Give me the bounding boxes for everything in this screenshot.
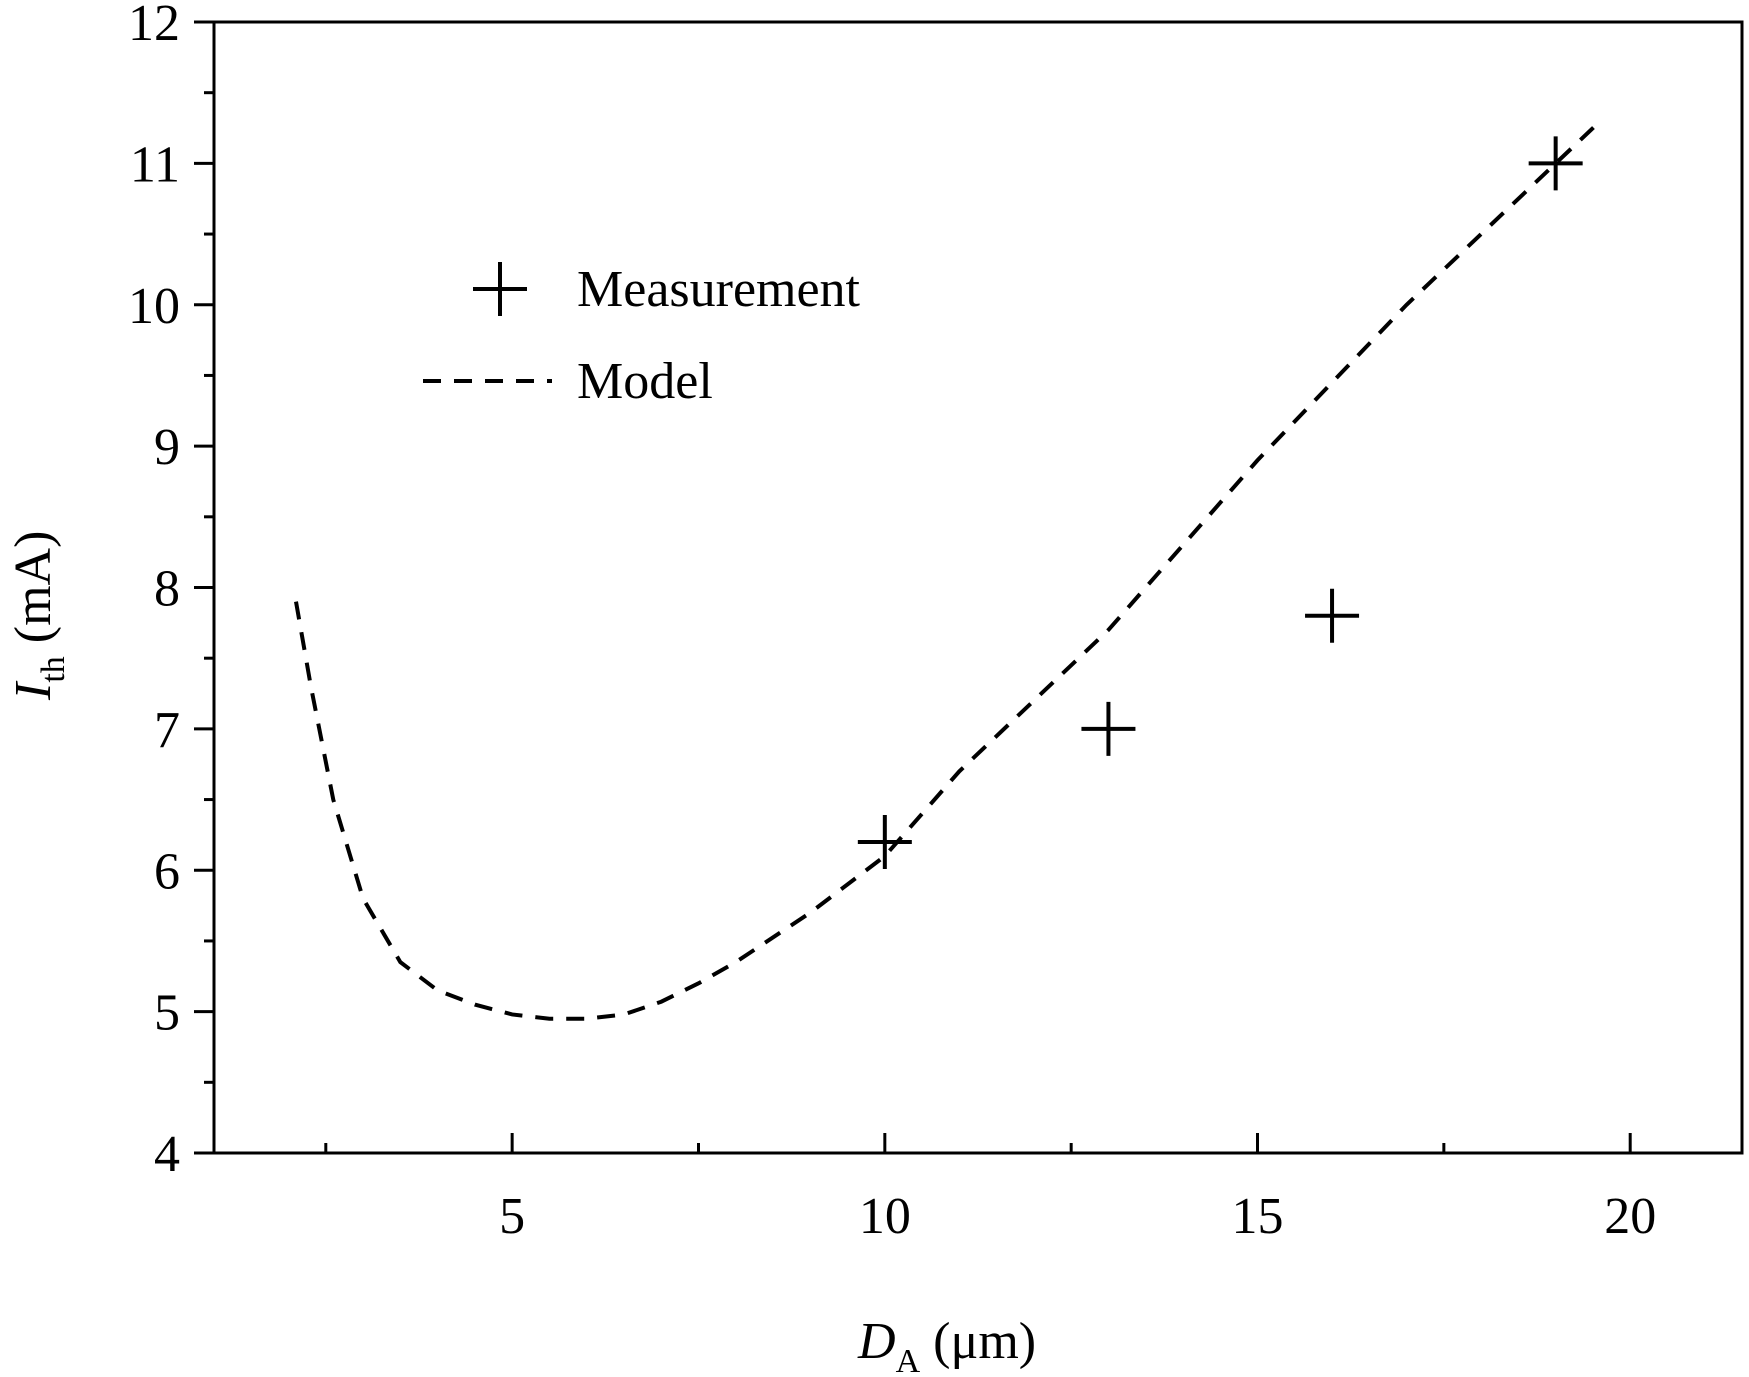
measurement-point <box>1305 588 1360 643</box>
legend: Measurement Model <box>423 261 861 410</box>
y-tick-label: 9 <box>154 419 180 476</box>
x-tick-label: 5 <box>499 1188 525 1245</box>
y-tick-label: 8 <box>154 561 180 618</box>
measurement-point <box>857 814 912 869</box>
x-tick-label: 10 <box>859 1188 911 1245</box>
legend-label-model: Model <box>577 353 713 410</box>
y-tick-label: 10 <box>128 278 180 335</box>
x-tick-label: 20 <box>1604 1188 1656 1245</box>
model-curve <box>294 119 1602 1021</box>
y-tick-label: 6 <box>154 843 180 900</box>
x-axis-label: DA (μm) <box>857 1313 1036 1377</box>
series-layer <box>294 119 1602 1021</box>
y-tick-label: 7 <box>154 702 180 759</box>
x-tick-label: 15 <box>1232 1188 1284 1245</box>
plot-frame <box>212 20 1744 1155</box>
y-tick-label: 5 <box>154 985 180 1042</box>
y-tick-label: 4 <box>154 1126 180 1183</box>
axis-ticks: 5 10 15 20 4 5 6 7 8 9 10 11 12 <box>128 0 1656 1245</box>
measurement-point <box>1528 136 1583 191</box>
legend-marker-measurement <box>473 262 527 316</box>
measurement-point <box>1081 701 1136 756</box>
legend-label-measurement: Measurement <box>577 261 861 318</box>
y-tick-label: 12 <box>128 0 180 52</box>
y-tick-label: 11 <box>130 136 180 193</box>
y-axis-label: Ith (mA) <box>5 531 72 701</box>
